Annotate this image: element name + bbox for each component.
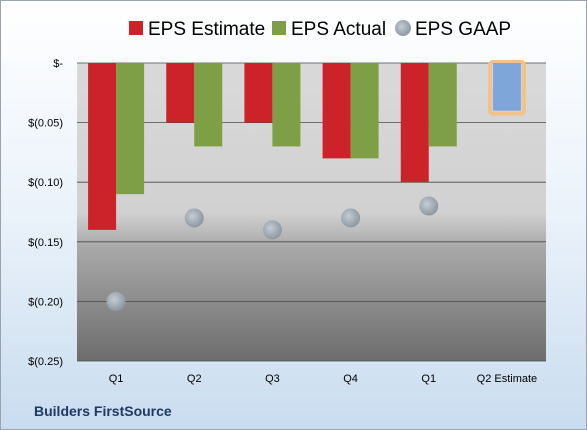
- legend-label: EPS GAAP: [415, 19, 511, 40]
- eps-actual-bar: [492, 63, 521, 111]
- legend-label: EPS Actual: [291, 19, 386, 40]
- y-tick-label: $(0.10): [28, 177, 63, 189]
- eps-estimate-bar: [88, 63, 117, 230]
- eps-actual-bar: [116, 63, 145, 195]
- eps-gaap-point: [106, 291, 126, 311]
- eps-gaap-point: [184, 208, 204, 228]
- gridlines: [77, 62, 546, 362]
- x-tick-label: Q2: [187, 373, 202, 385]
- x-tick-label: Q4: [343, 373, 358, 385]
- company-name: Builders FirstSource: [34, 403, 172, 419]
- eps-actual-bar: [272, 63, 301, 147]
- gaap-points: [106, 196, 439, 311]
- x-tick-label: Q1: [421, 373, 436, 385]
- plot-area: [77, 63, 546, 361]
- y-tick-label: $(0.20): [28, 296, 63, 308]
- x-tick-label: Q3: [265, 373, 280, 385]
- legend-swatch: [272, 21, 286, 35]
- eps-estimate-bar: [400, 63, 429, 183]
- x-tick-label: Q1: [109, 373, 124, 385]
- legend-swatch: [129, 21, 143, 35]
- x-axis: Q1 Q2 Q3 Q4 Q1 Q2 Estimate: [109, 373, 537, 385]
- eps-gaap-point: [419, 196, 439, 216]
- eps-estimate-bar: [166, 63, 195, 123]
- y-tick-label: $(0.15): [28, 237, 63, 249]
- eps-estimate-bar: [244, 63, 273, 123]
- eps-actual-bar: [428, 63, 457, 147]
- eps-actual-bar: [194, 63, 223, 147]
- estimate-bar-outline: [487, 60, 526, 116]
- legend-swatch: [395, 20, 411, 36]
- x-tick-label: Q2 Estimate: [477, 373, 538, 385]
- y-axis: $- $(0.05) $(0.10) $(0.15) $(0.20) $(0.25): [28, 58, 63, 368]
- eps-estimate-bar: [322, 63, 351, 159]
- bars: [88, 60, 526, 230]
- eps-actual-bar: [350, 63, 379, 159]
- eps-gaap-point: [341, 208, 361, 228]
- y-tick-label: $(0.05): [28, 118, 63, 130]
- eps-gaap-point: [262, 220, 282, 240]
- y-tick-label: $(0.25): [28, 356, 63, 368]
- y-tick-label: $-: [53, 58, 63, 70]
- legend: EPS Estimate EPS Actual EPS GAAP: [129, 19, 511, 40]
- legend-label: EPS Estimate: [148, 19, 265, 40]
